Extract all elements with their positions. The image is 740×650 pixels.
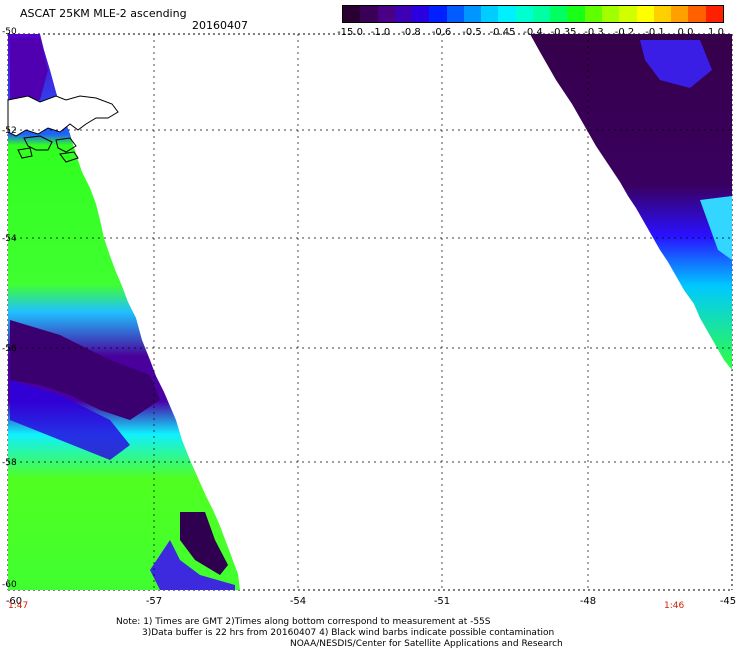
color-scale-segment — [498, 6, 516, 22]
color-scale-segment — [515, 6, 533, 22]
color-scale-segment — [671, 6, 689, 22]
color-scale-segment — [550, 6, 568, 22]
color-scale-segment — [394, 6, 413, 22]
map-date: 20160407 — [192, 19, 248, 32]
color-scale-segment — [532, 6, 551, 22]
color-scale-label: -0.2 — [614, 27, 635, 38]
lat-label: -50 — [2, 27, 17, 37]
lat-label: -60 — [2, 580, 17, 590]
lon-label: -51 — [433, 596, 451, 607]
color-scale-segment — [619, 6, 637, 22]
color-scale-label: -0.6 — [431, 27, 452, 38]
color-scale-segment — [446, 6, 464, 22]
color-scale-segment — [429, 6, 447, 22]
color-scale-label: -15.0 — [337, 27, 363, 38]
lon-label: -45 — [719, 596, 737, 607]
color-scale-segment — [601, 6, 620, 22]
lat-label: -56 — [2, 344, 17, 354]
color-scale-segment — [463, 6, 482, 22]
lat-label: -52 — [2, 126, 17, 136]
color-scale-segment — [688, 6, 706, 22]
color-scale-label: 1.0 — [708, 27, 724, 38]
color-scale-label: -0.5 — [462, 27, 482, 38]
color-scale-label: -0.35 — [550, 27, 577, 38]
grid-lines — [8, 34, 732, 590]
map-title: ASCAT 25KM MLE-2 ascending — [20, 7, 187, 20]
color-scale-segment — [653, 6, 672, 22]
color-scale-label: -0.1 — [645, 27, 665, 38]
color-scale-label: -0.45 — [489, 27, 516, 38]
color-scale-label: -0.8 — [401, 27, 421, 38]
color-scale-segment — [343, 6, 361, 22]
color-scale-segment — [584, 6, 602, 22]
color-scale-segment — [377, 6, 395, 22]
landmass-outline — [7, 95, 119, 163]
color-scale-bar — [342, 5, 724, 23]
swath-right — [530, 34, 732, 370]
color-scale-segment — [412, 6, 430, 22]
color-scale-label: -0.4 — [523, 27, 543, 38]
swath-left — [8, 34, 240, 590]
lon-label: -57 — [145, 596, 163, 607]
color-scale-label: 0.0 — [677, 27, 694, 38]
color-scale-segment — [705, 6, 723, 22]
lat-label: -58 — [2, 458, 17, 468]
time-right: 1:46 — [664, 601, 685, 611]
lon-label: -60 — [5, 596, 23, 607]
color-scale-segment — [360, 6, 378, 22]
lon-label: -54 — [289, 596, 307, 607]
color-scale-segment — [636, 6, 654, 22]
color-scale-label: -0.3 — [584, 27, 604, 38]
lon-label: -48 — [579, 596, 597, 607]
color-scale-segment — [481, 6, 499, 22]
note-line-3: NOAA/NESDIS/Center for Satellite Applica… — [290, 639, 563, 649]
time-left: 1:47 — [8, 601, 29, 611]
color-scale-label: -1.0 — [370, 27, 391, 38]
lat-label: -54 — [2, 234, 17, 244]
note-line-2: 3)Data buffer is 22 hrs from 20160407 4)… — [142, 628, 555, 638]
note-line-1: Note: 1) Times are GMT 2)Times along bot… — [116, 617, 491, 627]
color-scale-segment — [567, 6, 585, 22]
